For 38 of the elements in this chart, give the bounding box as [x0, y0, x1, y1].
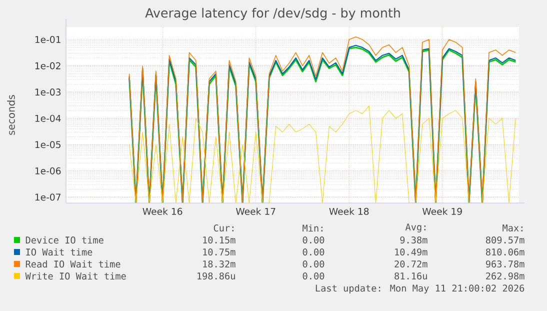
legend-label: Read IO Wait time	[26, 260, 120, 268]
text: 809.57m	[486, 236, 524, 244]
text: 10.49m	[395, 248, 428, 256]
y-tick-label: 1e-03	[35, 88, 61, 96]
text: Min:	[302, 224, 322, 232]
x-tick-label: Week 18	[329, 208, 369, 215]
y-tick-label: 1e-04	[35, 114, 61, 122]
y-tick-label: 1e-01	[35, 36, 60, 44]
y-tick-label: 1e-06	[35, 167, 61, 174]
text: 18.32m	[203, 260, 236, 268]
text: 0.00	[302, 260, 324, 268]
text: Last update: Mon May 11 21:00:02 2026	[316, 284, 524, 294]
y-tick-label: 1e-05	[35, 141, 60, 148]
text: Avg:	[405, 224, 426, 232]
text: Cur:	[214, 224, 234, 232]
text: 0.00	[302, 236, 324, 244]
text: 0.00	[302, 248, 324, 256]
text: 10.15m	[203, 236, 236, 244]
chart-title: Average latency for /dev/sdg - by month	[145, 8, 400, 20]
x-tick-label: Week 17	[236, 208, 276, 215]
text: 963.78m	[486, 260, 524, 268]
y-tick-label: 1e-02	[35, 62, 60, 70]
legend-label: IO Wait time	[26, 248, 92, 256]
text: Max:	[502, 224, 522, 232]
y-tick-label: 1e-07	[35, 194, 60, 201]
text: 262.98m	[486, 272, 524, 280]
text: 810.06m	[486, 248, 524, 256]
text: 198.86u	[198, 272, 235, 280]
text: 20.72m	[394, 260, 428, 268]
y-axis-title: seconds	[7, 95, 15, 135]
x-tick-label: Week 19	[422, 208, 462, 215]
text: 10.75m	[203, 248, 236, 256]
legend-label: Device IO time	[26, 236, 104, 244]
text: 81.16u	[394, 272, 427, 280]
text: 0.00	[302, 272, 324, 280]
legend-label: Write IO Wait time	[25, 272, 126, 280]
text: 9.38m	[400, 236, 428, 244]
x-tick-label: Week 16	[142, 208, 182, 215]
